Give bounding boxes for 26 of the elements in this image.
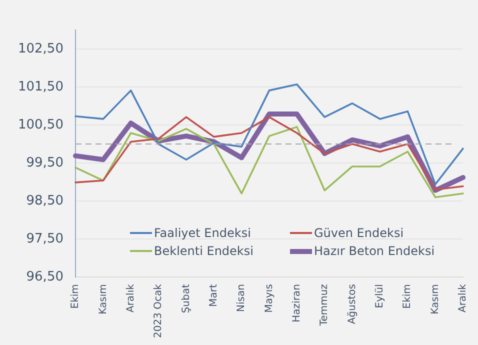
y-tick-label: 99,50	[26, 155, 64, 170]
y-tick-label: 96,50	[26, 269, 64, 284]
y-tick-label: 98,50	[26, 193, 64, 208]
x-tick-label: Ekim	[402, 284, 414, 309]
x-tick-label: Mayıs	[264, 284, 275, 313]
legend-label: Beklenti Endeksi	[154, 244, 254, 258]
x-tick-label: Ağustos	[346, 284, 358, 324]
x-tick-label: Aralık	[458, 284, 469, 313]
x-tick-label: Şubat	[180, 284, 192, 314]
x-tick-label: Nisan	[236, 284, 248, 312]
legend-label: Faaliyet Endeksi	[154, 226, 251, 240]
x-tick-label: Eylül	[374, 284, 386, 308]
x-tick-label: Temmuz	[319, 284, 330, 327]
legend-label: Güven Endeksi	[314, 226, 404, 240]
x-tick-label: Kasım	[430, 284, 441, 314]
x-tick-label: Mart	[208, 284, 220, 307]
y-tick-label: 101,50	[18, 79, 64, 94]
y-tick-label: 100,50	[18, 117, 64, 132]
x-tick-label: 2023 Ocak	[153, 284, 164, 338]
x-tick-label: Aralık	[125, 284, 136, 313]
x-tick-label: Ekim	[70, 284, 82, 309]
x-tick-label: Kasım	[98, 284, 109, 314]
legend-label: Hazır Beton Endeksi	[314, 244, 435, 258]
y-tick-label: 102,50	[18, 41, 64, 56]
x-tick-label: Haziran	[292, 284, 303, 322]
y-tick-label: 97,50	[26, 231, 64, 246]
